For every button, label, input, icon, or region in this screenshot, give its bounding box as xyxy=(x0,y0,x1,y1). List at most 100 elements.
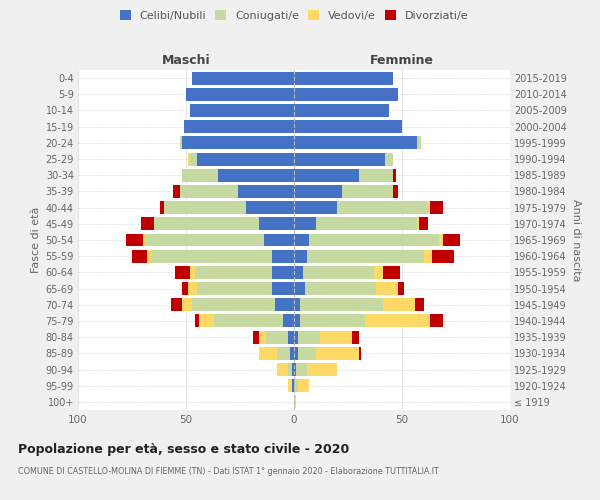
Bar xyxy=(294,218,316,230)
Bar xyxy=(424,250,432,262)
Bar xyxy=(294,185,341,198)
Bar xyxy=(365,314,430,328)
Bar xyxy=(171,298,182,311)
Bar xyxy=(275,298,294,311)
Bar xyxy=(294,347,298,360)
Bar xyxy=(292,363,294,376)
Bar xyxy=(160,201,164,214)
Bar xyxy=(294,250,307,262)
Bar xyxy=(337,201,428,214)
Bar xyxy=(316,347,359,360)
Bar xyxy=(186,88,294,101)
Bar xyxy=(301,298,383,311)
Bar xyxy=(164,201,247,214)
Bar xyxy=(259,218,294,230)
Bar xyxy=(298,379,309,392)
Bar xyxy=(419,218,428,230)
Bar xyxy=(394,169,395,181)
Bar xyxy=(272,282,294,295)
Y-axis label: Fasce di età: Fasce di età xyxy=(31,207,41,273)
Bar xyxy=(259,347,277,360)
Bar xyxy=(302,266,374,279)
Bar xyxy=(199,314,214,328)
Bar xyxy=(253,330,259,344)
Bar xyxy=(301,314,365,328)
Bar xyxy=(398,282,404,295)
Bar xyxy=(173,185,179,198)
Bar xyxy=(277,347,290,360)
Bar xyxy=(428,201,430,214)
Bar xyxy=(193,298,275,311)
Text: COMUNE DI CASTELLO-MOLINA DI FIEMME (TN) - Dati ISTAT 1° gennaio 2020 - Elaboraz: COMUNE DI CASTELLO-MOLINA DI FIEMME (TN)… xyxy=(18,468,439,476)
Bar xyxy=(394,185,398,198)
Bar xyxy=(197,282,272,295)
Bar xyxy=(316,218,417,230)
Bar xyxy=(272,266,294,279)
Bar xyxy=(341,185,394,198)
Bar xyxy=(443,234,460,246)
Text: Femmine: Femmine xyxy=(370,54,434,66)
Bar xyxy=(359,347,361,360)
Bar xyxy=(294,169,359,181)
Bar xyxy=(417,218,419,230)
Bar xyxy=(272,250,294,262)
Bar xyxy=(277,363,287,376)
Bar xyxy=(190,266,194,279)
Bar xyxy=(294,201,337,214)
Bar xyxy=(287,363,292,376)
Bar xyxy=(430,314,443,328)
Bar xyxy=(376,282,398,295)
Bar xyxy=(439,234,443,246)
Bar xyxy=(264,234,294,246)
Bar xyxy=(147,250,151,262)
Bar xyxy=(305,282,376,295)
Bar xyxy=(294,234,309,246)
Bar xyxy=(287,379,292,392)
Bar xyxy=(182,282,188,295)
Bar xyxy=(132,250,147,262)
Bar xyxy=(374,266,383,279)
Bar xyxy=(179,185,238,198)
Bar xyxy=(294,396,296,408)
Bar xyxy=(182,298,193,311)
Bar xyxy=(194,314,199,328)
Bar xyxy=(292,379,294,392)
Bar xyxy=(294,136,417,149)
Bar xyxy=(218,169,294,181)
Bar xyxy=(259,330,266,344)
Bar xyxy=(294,152,385,166)
Bar xyxy=(294,363,296,376)
Bar xyxy=(290,347,294,360)
Bar xyxy=(193,72,294,85)
Bar xyxy=(298,347,316,360)
Bar xyxy=(309,234,439,246)
Bar xyxy=(175,266,190,279)
Bar xyxy=(188,152,190,166)
Bar xyxy=(385,152,394,166)
Bar xyxy=(294,266,302,279)
Bar xyxy=(294,298,301,311)
Bar xyxy=(294,330,298,344)
Bar xyxy=(383,298,415,311)
Y-axis label: Anni di nascita: Anni di nascita xyxy=(571,198,581,281)
Bar xyxy=(352,330,359,344)
Bar xyxy=(430,201,443,214)
Bar xyxy=(125,234,143,246)
Bar xyxy=(247,201,294,214)
Bar xyxy=(190,104,294,117)
Bar xyxy=(307,250,424,262)
Legend: Celibi/Nubili, Coniugati/e, Vedovi/e, Divorziati/e: Celibi/Nubili, Coniugati/e, Vedovi/e, Di… xyxy=(118,8,470,23)
Bar xyxy=(188,282,197,295)
Text: Popolazione per età, sesso e stato civile - 2020: Popolazione per età, sesso e stato civil… xyxy=(18,442,349,456)
Bar xyxy=(190,152,197,166)
Bar xyxy=(294,104,389,117)
Bar xyxy=(266,330,287,344)
Bar xyxy=(184,120,294,133)
Bar xyxy=(197,152,294,166)
Bar xyxy=(432,250,454,262)
Bar xyxy=(154,218,259,230)
Bar xyxy=(294,72,394,85)
Bar xyxy=(182,169,218,181)
Bar xyxy=(298,330,320,344)
Bar xyxy=(151,250,272,262)
